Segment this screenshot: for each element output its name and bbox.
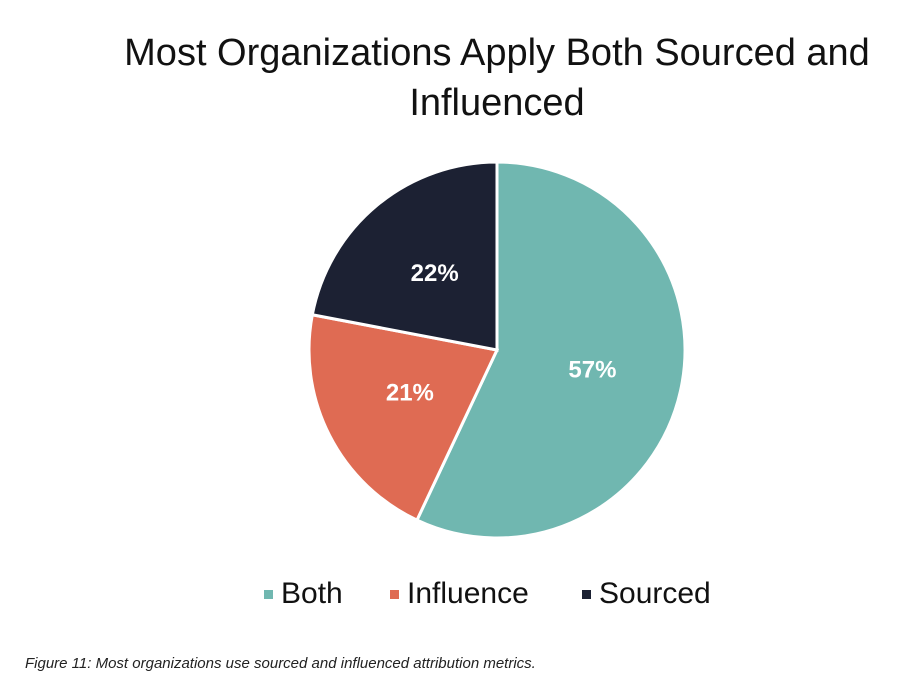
legend-label: Influence xyxy=(407,577,529,610)
caption: Figure 11: Most organizations use source… xyxy=(25,655,536,672)
pie-slice xyxy=(310,160,499,352)
legend-swatch xyxy=(390,590,399,599)
pie-slice xyxy=(307,313,500,523)
value-label: 22% xyxy=(411,260,459,287)
legend-swatch xyxy=(264,590,273,599)
legend-label: Sourced xyxy=(599,577,711,610)
legend-label: Both xyxy=(281,577,343,610)
pie-slice xyxy=(414,160,687,540)
value-label: 21% xyxy=(386,380,434,407)
value-label: 57% xyxy=(568,357,616,384)
chart-title: Most Organizations Apply Both Sourced an… xyxy=(124,32,870,124)
legend-swatch xyxy=(582,590,591,599)
